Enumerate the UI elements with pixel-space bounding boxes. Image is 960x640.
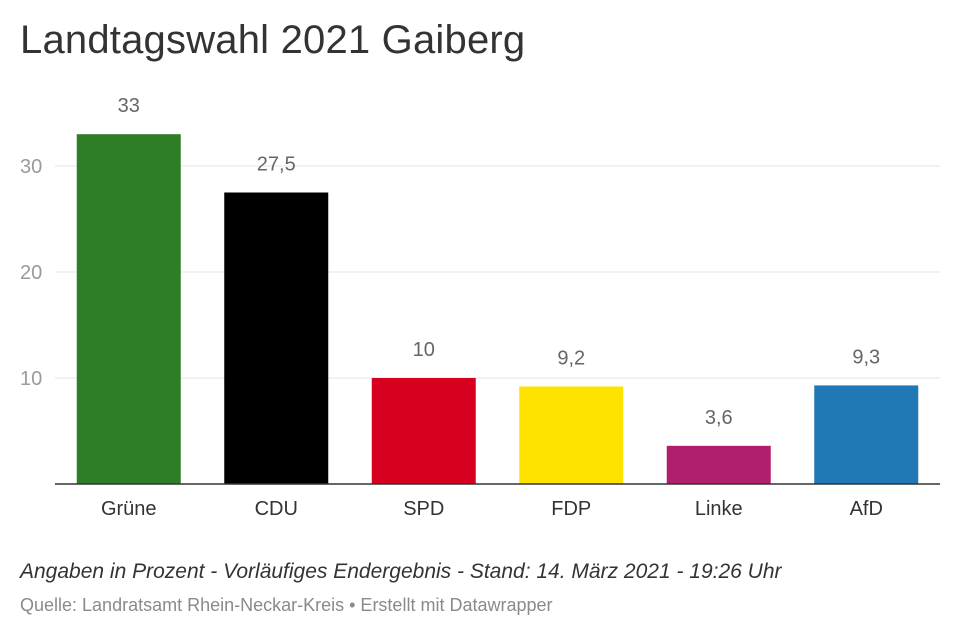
bar-fdp xyxy=(519,386,624,484)
value-label-fdp: 9,2 xyxy=(557,347,585,369)
bars xyxy=(76,134,919,484)
x-tick-label-spd: SPD xyxy=(403,498,444,520)
value-label-grüne: 33 xyxy=(118,95,140,117)
value-labels: 33 27,5 10 9,2 3,6 9,3 xyxy=(118,95,881,429)
y-tick-label: 30 xyxy=(20,156,42,178)
bar-chart: 10 20 30 33 27,5 10 9,2 3,6 9,3 Grüne CDU SPD FDP L… xyxy=(20,95,940,520)
value-label-afd: 9,3 xyxy=(852,346,880,368)
chart-note: Angaben in Prozent - Vorläufiges Enderge… xyxy=(20,560,782,583)
bar-linke xyxy=(666,445,771,484)
y-tick-label: 20 xyxy=(20,262,42,284)
x-tick-label-cdu: CDU xyxy=(255,498,298,520)
chart-title: Landtagswahl 2021 Gaiberg xyxy=(20,18,526,62)
y-tick-label: 10 xyxy=(20,368,42,390)
x-tick-label-fdp: FDP xyxy=(551,498,591,520)
bar-cdu xyxy=(224,192,329,484)
bar-grüne xyxy=(76,134,181,484)
bar-afd xyxy=(814,385,919,484)
value-label-spd: 10 xyxy=(413,339,435,361)
chart-source: Quelle: Landratsamt Rhein-Neckar-Kreis •… xyxy=(20,595,553,615)
value-label-cdu: 27,5 xyxy=(257,154,296,176)
x-tick-label-grüne: Grüne xyxy=(101,498,157,520)
x-tick-label-afd: AfD xyxy=(850,498,883,520)
bar-spd xyxy=(371,378,476,484)
value-label-linke: 3,6 xyxy=(705,407,733,429)
x-axis: Grüne CDU SPD FDP Linke AfD xyxy=(55,483,940,520)
grid-lines: 10 20 30 xyxy=(20,156,940,390)
x-tick-label-linke: Linke xyxy=(695,498,743,520)
